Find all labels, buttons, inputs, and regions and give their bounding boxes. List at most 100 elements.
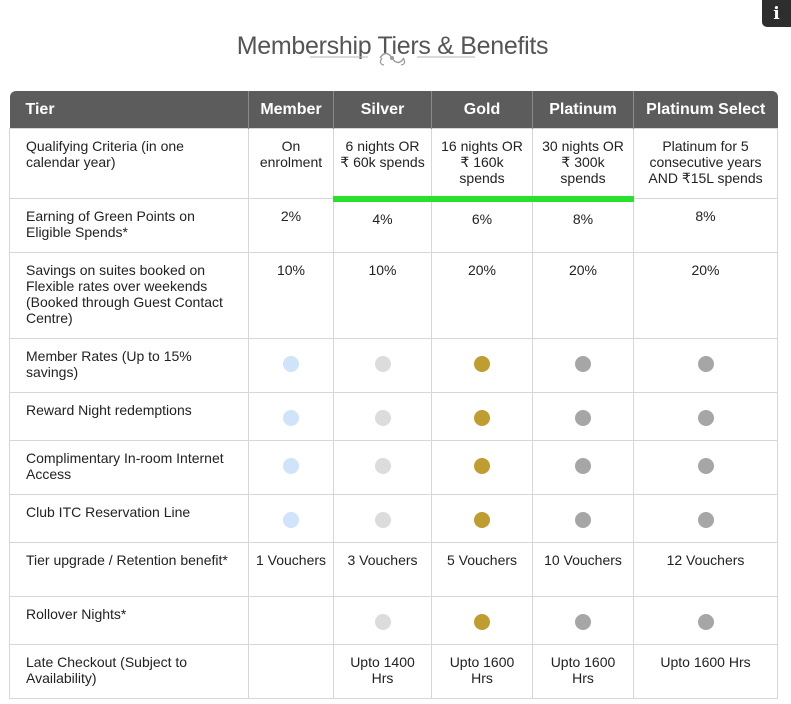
table-cell: 20%: [633, 252, 778, 339]
table-row: Qualifying Criteria (in one calendar yea…: [9, 128, 778, 202]
table-cell-highlighted: 6 nights OR ₹ 60k spends: [333, 128, 432, 202]
table-cell: [633, 596, 778, 645]
table-cell: [333, 392, 432, 441]
table-cell: 6%: [431, 198, 533, 253]
gold-check-icon: [474, 614, 490, 630]
table-cell: 1 Vouchers: [248, 542, 334, 597]
table-cell: [431, 596, 533, 645]
gold-check-icon: [474, 410, 490, 426]
info-icon: i: [773, 3, 780, 24]
info-button[interactable]: i: [762, 0, 791, 27]
table-row: Late Checkout (Subject to Availability) …: [9, 644, 778, 699]
col-header-member: Member: [248, 91, 334, 129]
table-row: Earning of Green Points on Eligible Spen…: [9, 198, 778, 253]
table-cell: On enrolment: [248, 128, 334, 199]
table-cell: [532, 440, 634, 495]
table-cell: [333, 440, 432, 495]
table-cell: [431, 338, 533, 393]
member-check-icon: [283, 512, 299, 528]
table-row: Rollover Nights*: [9, 596, 778, 645]
table-cell: [248, 392, 334, 441]
table-cell: [248, 440, 334, 495]
gold-check-icon: [474, 512, 490, 528]
table-cell: 4%: [333, 198, 432, 253]
member-check-icon: [283, 356, 299, 372]
col-header-platinum-select: Platinum Select: [633, 91, 778, 129]
table-cell: 8%: [532, 198, 634, 253]
table-cell: Upto 1600 Hrs: [633, 644, 778, 699]
table-row: Complimentary In-room Internet Access: [9, 440, 778, 495]
platinum-select-check-icon: [697, 410, 714, 426]
table-cell-highlighted: 16 nights OR ₹ 160k spends: [431, 128, 533, 202]
platinum-select-check-icon: [697, 356, 714, 372]
table-row: Club ITC Reservation Line: [9, 494, 778, 543]
platinum-check-icon: [575, 614, 591, 630]
row-label: Earning of Green Points on Eligible Spen…: [9, 198, 249, 253]
platinum-check-icon: [575, 458, 591, 474]
table-header-row: Tier Member Silver Gold Platinum Platinu…: [9, 91, 778, 129]
member-check-icon: [283, 410, 299, 426]
table-cell: [248, 644, 334, 699]
table-row: Tier upgrade / Retention benefit* 1 Vouc…: [9, 542, 778, 597]
table-cell: [431, 440, 533, 495]
table-cell: [633, 338, 778, 393]
table-cell: Platinum for 5 consecutive years AND ₹15…: [633, 128, 778, 199]
row-label: Late Checkout (Subject to Availability): [9, 644, 249, 699]
table-cell: 3 Vouchers: [333, 542, 432, 597]
silver-check-icon: [374, 614, 391, 630]
table-cell: [532, 392, 634, 441]
table-cell: [532, 596, 634, 645]
platinum-check-icon: [575, 410, 591, 426]
table-cell: [532, 338, 634, 393]
platinum-check-icon: [575, 356, 591, 372]
table-cell: [248, 494, 334, 543]
table-cell: 8%: [633, 198, 778, 253]
page-title: Membership Tiers & Benefits: [236, 31, 549, 60]
table-cell-highlighted: 30 nights OR ₹ 300k spends: [532, 128, 634, 202]
table-row: Reward Night redemptions: [9, 392, 778, 441]
table-cell: [532, 494, 634, 543]
table-cell: 10 Vouchers: [532, 542, 634, 597]
col-header-platinum: Platinum: [532, 91, 634, 129]
table-cell: [333, 338, 432, 393]
silver-check-icon: [374, 410, 391, 426]
member-check-icon: [283, 458, 299, 474]
table-cell: [248, 338, 334, 393]
table-cell: Upto 1600 Hrs: [431, 644, 533, 699]
silver-check-icon: [374, 458, 391, 474]
platinum-select-check-icon: [697, 512, 714, 528]
title-ornament: [310, 52, 475, 66]
col-header-tier: Tier: [9, 91, 249, 129]
table-cell: 10%: [333, 252, 432, 339]
table-cell: [333, 596, 432, 645]
table-cell: [633, 494, 778, 543]
silver-check-icon: [374, 356, 391, 372]
table-cell: [431, 494, 533, 543]
tiers-table: Tier Member Silver Gold Platinum Platinu…: [9, 91, 778, 699]
table-cell: 12 Vouchers: [633, 542, 778, 597]
table-cell: 5 Vouchers: [431, 542, 533, 597]
gold-check-icon: [474, 458, 490, 474]
row-label: Member Rates (Up to 15% savings): [9, 338, 249, 393]
row-label: Complimentary In-room Internet Access: [9, 440, 249, 495]
col-header-silver: Silver: [333, 91, 432, 129]
table-cell: 2%: [248, 198, 334, 253]
table-cell: 10%: [248, 252, 334, 339]
table-row: Savings on suites booked on Flexible rat…: [9, 252, 778, 339]
gold-check-icon: [474, 356, 490, 372]
row-label: Savings on suites booked on Flexible rat…: [9, 252, 249, 339]
table-cell: [431, 392, 533, 441]
table-row: Member Rates (Up to 15% savings): [9, 338, 778, 393]
platinum-select-check-icon: [697, 614, 714, 630]
platinum-select-check-icon: [697, 458, 714, 474]
table-cell: 20%: [431, 252, 533, 339]
silver-check-icon: [374, 512, 391, 528]
table-cell: [248, 596, 334, 645]
row-label: Tier upgrade / Retention benefit*: [9, 542, 249, 597]
row-label: Qualifying Criteria (in one calendar yea…: [9, 128, 249, 199]
col-header-gold: Gold: [431, 91, 533, 129]
tiers-table-container: Tier Member Silver Gold Platinum Platinu…: [9, 91, 778, 699]
table-cell: [333, 494, 432, 543]
platinum-check-icon: [575, 512, 591, 528]
table-cell: Upto 1400 Hrs: [333, 644, 432, 699]
